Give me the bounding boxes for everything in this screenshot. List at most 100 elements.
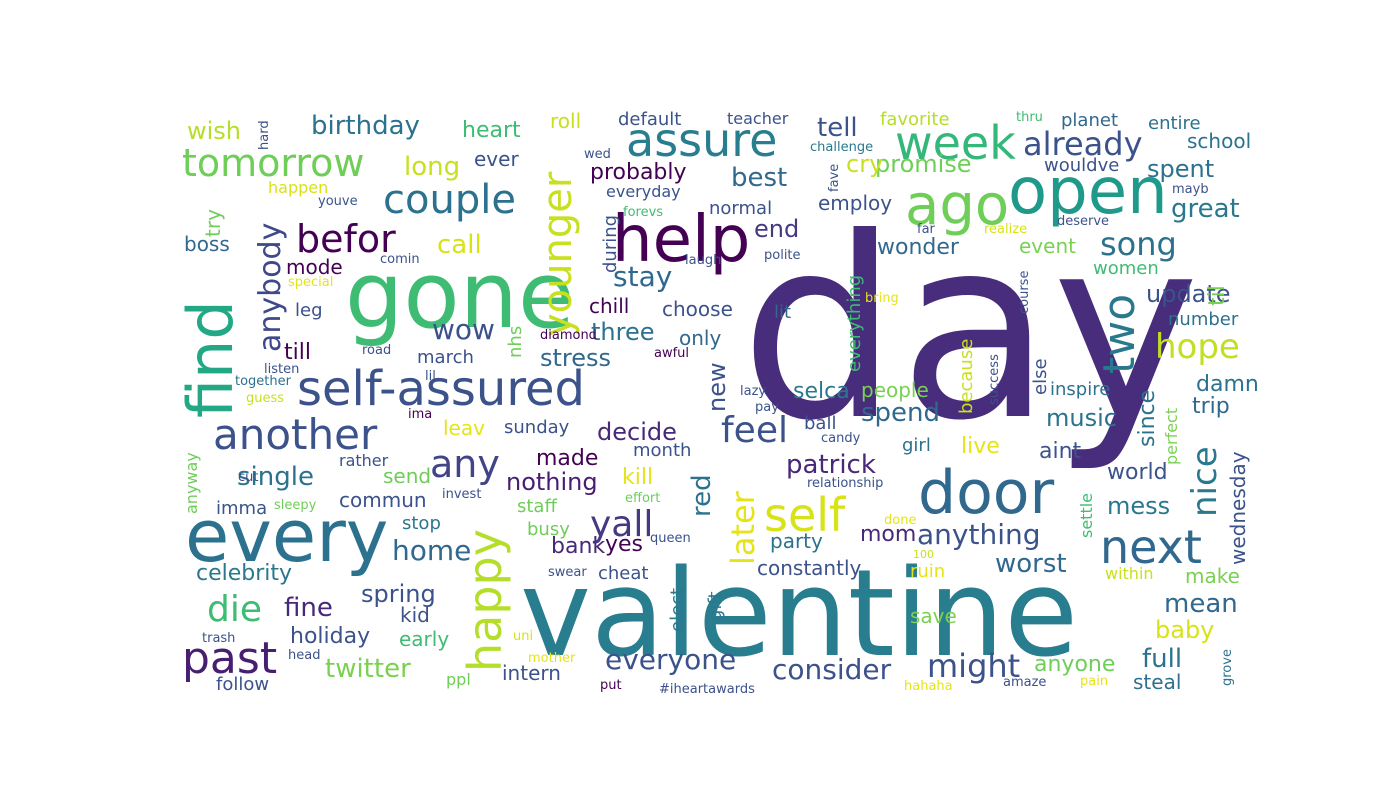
cloud-word: wouldve — [1044, 155, 1120, 176]
cloud-word: tomorrow — [182, 141, 365, 185]
cloud-word: month — [633, 440, 692, 461]
cloud-word: early — [399, 627, 450, 651]
cloud-word: realize — [984, 222, 1028, 237]
cloud-word: update — [1146, 280, 1231, 308]
cloud-word: send — [383, 464, 432, 488]
cloud-word: valentine — [520, 545, 1079, 684]
cloud-word: guess — [246, 391, 285, 406]
cloud-word: comin — [380, 252, 420, 267]
cloud-word: everyday — [606, 182, 681, 201]
cloud-word: intern — [502, 661, 561, 685]
cloud-word: else — [1030, 358, 1051, 395]
cloud-word: within — [1105, 564, 1154, 583]
cloud-word: normal — [709, 198, 773, 219]
cloud-word: mayb — [1172, 182, 1209, 197]
cloud-word: perfect — [1162, 407, 1181, 465]
cloud-word: every — [185, 494, 389, 578]
cloud-word: relationship — [807, 476, 884, 491]
cloud-word: spring — [361, 580, 436, 608]
cloud-word: door — [918, 458, 1055, 528]
cloud-word: yall — [590, 504, 654, 545]
cloud-word: best — [731, 163, 788, 193]
cloud-word: entire — [1148, 113, 1201, 134]
cloud-word: wednesday — [1226, 451, 1250, 565]
cloud-word: might — [927, 647, 1021, 685]
cloud-word: elect — [667, 587, 688, 632]
cloud-word: day — [740, 184, 1200, 475]
cloud-word: event — [1019, 234, 1076, 258]
cloud-word: damn — [1196, 372, 1259, 397]
cloud-word: far — [917, 222, 935, 237]
cloud-word: probably — [590, 160, 687, 185]
cloud-word: road — [362, 343, 392, 358]
cloud-word: stop — [402, 513, 441, 534]
cloud-word: another — [213, 410, 378, 459]
cloud-word: amaze — [1003, 675, 1047, 690]
cloud-word: only — [679, 326, 722, 350]
cloud-word: forevs — [623, 205, 664, 220]
cloud-word: heart — [462, 118, 521, 143]
cloud-word: home — [392, 534, 472, 567]
cloud-word: because — [956, 338, 977, 414]
cloud-word: live — [961, 434, 1000, 459]
cloud-word: diamond — [540, 328, 597, 343]
cloud-word: nothing — [506, 468, 598, 496]
cloud-word: done — [884, 513, 917, 528]
cloud-word: anybody — [253, 222, 288, 352]
cloud-word: grove — [1220, 649, 1235, 686]
cloud-word: past — [182, 633, 278, 684]
cloud-word: mess — [1107, 492, 1171, 520]
cloud-word: staff — [517, 496, 557, 517]
cloud-word: new — [703, 362, 731, 412]
cloud-word: younger — [535, 171, 581, 337]
cloud-word: trash — [202, 631, 236, 646]
cloud-word: mode — [286, 255, 343, 279]
cloud-word: swear — [548, 565, 587, 580]
cloud-word: during — [600, 214, 621, 273]
cloud-word: lil — [425, 369, 436, 384]
cloud-word: lazy — [740, 384, 767, 399]
cloud-word: ima — [408, 407, 433, 422]
cloud-word: awful — [654, 346, 690, 361]
cloud-word: mean — [1164, 589, 1238, 619]
cloud-word: til — [1205, 285, 1230, 306]
cloud-word: already — [1023, 125, 1143, 163]
cloud-word: pain — [1080, 674, 1109, 689]
cloud-word: march — [417, 347, 474, 368]
cloud-word: boss — [184, 232, 230, 256]
cloud-word: call — [437, 230, 482, 260]
cloud-word: ever — [474, 147, 519, 171]
cloud-word: holiday — [290, 624, 371, 649]
cloud-word: great — [1171, 194, 1240, 224]
cloud-word: fine — [284, 593, 333, 623]
cloud-word: trip — [1192, 394, 1230, 419]
cloud-word: anyway — [182, 452, 201, 514]
cloud-word: three — [591, 318, 655, 346]
cloud-word: nhs — [505, 325, 526, 358]
cloud-word: planet — [1061, 110, 1118, 131]
cloud-word: commun — [339, 488, 427, 512]
cloud-word: ruin — [910, 561, 946, 582]
cloud-word: wish — [187, 117, 242, 145]
cloud-word: try — [201, 209, 225, 237]
cloud-word: imma — [216, 498, 268, 519]
cloud-word: aint — [1039, 439, 1082, 464]
cloud-word: happen — [268, 178, 329, 197]
cloud-word: 100 — [913, 548, 934, 561]
cloud-word: head — [288, 648, 321, 663]
cloud-word: anything — [917, 518, 1041, 551]
cloud-word: stress — [540, 344, 612, 372]
cloud-word: die — [207, 589, 263, 630]
cloud-word: busy — [527, 519, 570, 540]
cloud-word: roll — [550, 109, 582, 133]
cloud-word: ball — [804, 413, 837, 434]
cloud-word: self-assured — [297, 361, 585, 417]
cloud-word: spend — [861, 398, 941, 428]
cloud-word: cut — [238, 470, 259, 485]
cloud-word: mother — [528, 651, 576, 666]
cloud-word: choose — [662, 297, 733, 321]
cloud-word: laugh — [685, 253, 722, 268]
cloud-word: long — [404, 152, 461, 182]
cloud-word: tell — [817, 113, 858, 143]
cloud-word: women — [1093, 258, 1159, 279]
